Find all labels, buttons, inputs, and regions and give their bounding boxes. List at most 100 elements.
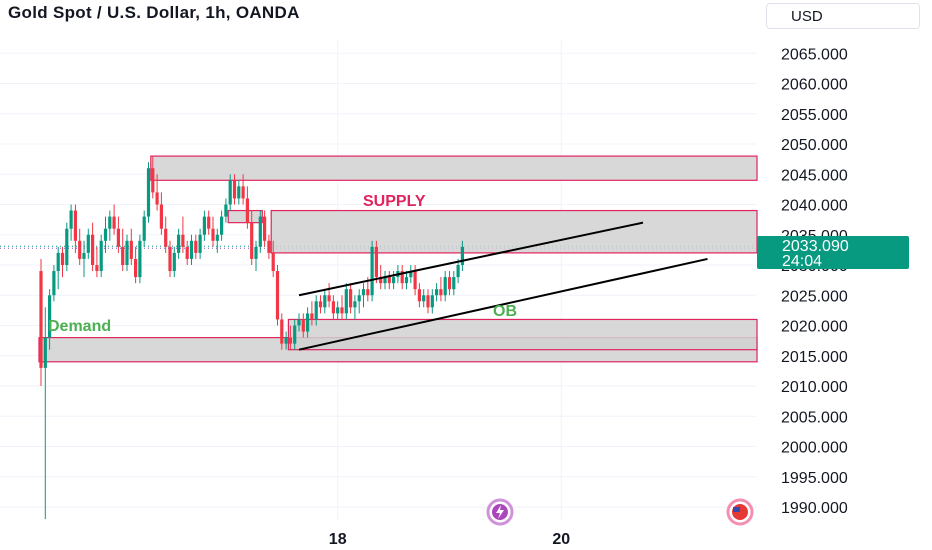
candle-body xyxy=(306,313,310,332)
candle-body xyxy=(60,252,65,265)
currency-selector[interactable]: USD xyxy=(766,3,920,29)
candle-body xyxy=(142,216,146,241)
y-tick-label: 2025.000 xyxy=(781,288,848,305)
candle-body xyxy=(327,295,331,302)
candle-body xyxy=(65,228,69,265)
candle-body xyxy=(103,228,108,241)
candle-body xyxy=(374,246,378,278)
candle-body xyxy=(447,277,452,290)
candle-body xyxy=(164,228,168,247)
candle-body xyxy=(112,216,116,229)
x-tick-label: 20 xyxy=(552,531,570,548)
candle-body xyxy=(357,295,361,302)
candle-body xyxy=(318,301,323,308)
candle-body xyxy=(194,240,198,253)
candle-body xyxy=(108,216,112,229)
candle-body xyxy=(275,271,280,320)
y-tick-label: 2015.000 xyxy=(781,349,848,366)
candles xyxy=(39,156,464,520)
zone-box[interactable] xyxy=(150,155,758,181)
candle-body xyxy=(409,271,413,278)
candle-body xyxy=(387,277,391,284)
candle-body xyxy=(185,246,189,259)
candle-body xyxy=(241,186,245,199)
grid xyxy=(0,40,757,520)
candle-body xyxy=(435,289,439,296)
candle-body xyxy=(392,277,396,284)
candle-body xyxy=(349,289,353,308)
candle-body xyxy=(353,301,357,308)
zone-box[interactable] xyxy=(227,209,263,224)
candle-body xyxy=(379,277,383,284)
candle-body xyxy=(237,186,241,199)
bar-countdown: 24:04 xyxy=(782,253,823,270)
candle-body xyxy=(361,289,366,296)
y-tick-label: 2045.000 xyxy=(781,167,848,184)
candle-body xyxy=(99,240,103,272)
chart-title: Gold Spot / U.S. Dollar, 1h, OANDA xyxy=(8,3,300,22)
candle-body xyxy=(383,277,387,284)
candle-body xyxy=(125,240,129,265)
candle-body xyxy=(73,210,77,241)
zone-box[interactable] xyxy=(270,209,758,254)
candle-body xyxy=(69,210,73,229)
candle-body xyxy=(138,240,142,278)
candle-body xyxy=(198,234,202,253)
candle-body xyxy=(43,337,47,368)
candle-body xyxy=(340,307,344,314)
zone-box[interactable] xyxy=(287,318,758,351)
candle-body xyxy=(443,277,447,296)
candle-body xyxy=(159,204,163,229)
candle-body xyxy=(146,168,151,217)
candle-body xyxy=(56,252,60,272)
candle-body xyxy=(301,319,305,332)
candle-body xyxy=(417,289,421,302)
candle-body xyxy=(460,246,464,265)
lightning-event-icon[interactable] xyxy=(486,498,514,526)
channel-trendline[interactable] xyxy=(298,221,644,297)
candle-body xyxy=(224,204,228,217)
candle-body xyxy=(202,216,206,235)
candle-body xyxy=(404,277,409,284)
candle-body xyxy=(426,295,430,308)
y-tick-label: 2040.000 xyxy=(781,198,848,215)
candle-body xyxy=(181,234,185,247)
candle-body xyxy=(245,198,249,223)
y-tick-label: 2010.000 xyxy=(781,379,848,396)
y-tick-label: 2060.000 xyxy=(781,77,848,94)
candle-body xyxy=(271,252,275,272)
candle-body xyxy=(323,295,327,308)
candle-body xyxy=(422,295,426,302)
zones xyxy=(38,155,758,363)
candle-body xyxy=(267,240,271,253)
candle-body xyxy=(344,289,348,314)
candle-body xyxy=(48,295,52,338)
candle-body xyxy=(134,258,138,278)
ob-label: OB xyxy=(493,303,517,320)
candle-body xyxy=(250,222,254,259)
price-axis: 2065.000 2060.000 2055.000 2050.000 2045.000… xyxy=(781,46,848,517)
time-axis: 18 20 xyxy=(329,531,570,548)
us-flag-event-icon[interactable] xyxy=(726,498,754,526)
candle-body xyxy=(215,234,219,241)
channel-trendline[interactable] xyxy=(298,257,708,351)
candle-body xyxy=(314,301,318,320)
candle-body xyxy=(370,246,374,296)
candle-body xyxy=(91,234,95,265)
x-tick-label: 18 xyxy=(329,531,347,548)
candle-body xyxy=(116,228,120,247)
candle-body xyxy=(293,325,297,344)
channel-lines xyxy=(298,221,708,351)
candle-body xyxy=(284,337,288,344)
y-tick-label: 1995.000 xyxy=(781,470,848,487)
candle-body xyxy=(310,313,314,320)
y-tick-label: 2065.000 xyxy=(781,46,848,63)
candle-body xyxy=(121,246,125,265)
candle-body xyxy=(155,192,159,205)
candle-body xyxy=(207,216,211,229)
candle-body xyxy=(336,307,340,314)
candle-body xyxy=(297,319,301,326)
demand-label: Demand xyxy=(48,318,111,335)
candle-body xyxy=(263,216,267,241)
